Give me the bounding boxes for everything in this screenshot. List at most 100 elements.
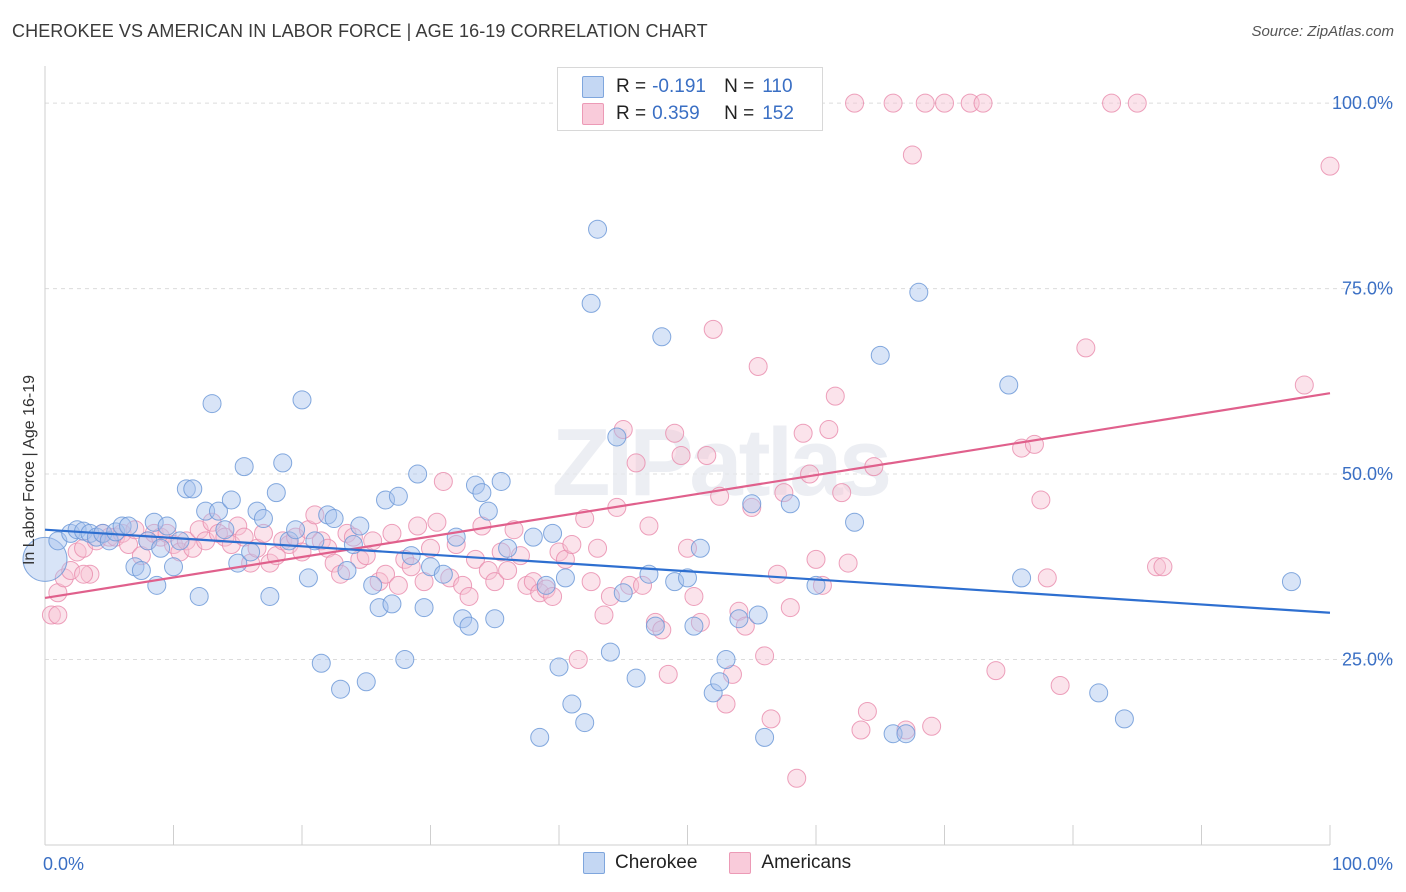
americans-point (74, 564, 94, 584)
cherokee-point (780, 494, 800, 514)
americans-point (1037, 568, 1057, 588)
americans-point (446, 535, 466, 555)
americans-point (1153, 557, 1173, 577)
americans-point (851, 720, 871, 740)
americans-point (568, 650, 588, 670)
americans-point (1031, 490, 1051, 510)
americans-point (401, 557, 421, 577)
americans-point (600, 586, 620, 606)
americans-point (453, 575, 473, 595)
americans-point (395, 549, 415, 569)
americans-point (787, 768, 807, 788)
cherokee-point (144, 512, 164, 532)
americans-point (376, 564, 396, 584)
cherokee-point (331, 679, 351, 699)
cherokee-point (253, 509, 273, 529)
americans-point (421, 538, 440, 558)
cherokee-point (311, 653, 331, 673)
cherokee-point (453, 609, 473, 629)
y-tick-label: 100.0% (1332, 93, 1393, 113)
cherokee-point (356, 672, 376, 692)
n-label: N = (724, 76, 755, 97)
americans-point (973, 93, 993, 113)
cherokee-point (208, 501, 228, 521)
grid-lines (45, 102, 1395, 661)
cherokee-point (131, 560, 151, 580)
cherokee-point (555, 568, 575, 588)
cherokee-point (748, 605, 768, 625)
cherokee-point (896, 724, 916, 744)
source-label: Source: ZipAtlas.com (1251, 23, 1394, 40)
cherokee-point (465, 475, 485, 495)
cherokee-point (221, 490, 241, 510)
n-value-cherokee: 110 (762, 76, 793, 97)
cherokee-trend-line (44, 528, 1331, 614)
cherokee-point (260, 586, 280, 606)
cherokee-point (414, 598, 434, 618)
cherokee-point (1114, 709, 1134, 729)
cherokee-point (176, 479, 196, 499)
cherokee-point (742, 494, 762, 514)
x-tick-label: 0.0% (43, 854, 84, 874)
americans-point (408, 516, 428, 536)
americans-point (774, 483, 794, 503)
americans-point (388, 575, 408, 595)
americans-point (825, 386, 845, 406)
americans-point (41, 605, 61, 625)
cherokee-point (478, 501, 498, 521)
americans-point (915, 93, 935, 113)
americans-point (684, 586, 704, 606)
cherokee-point (549, 657, 569, 677)
americans-point (530, 583, 550, 603)
americans-point (543, 586, 563, 606)
cherokee-point (22, 536, 68, 582)
cherokee-point (575, 713, 595, 733)
cherokee-point (729, 609, 749, 629)
americans-point (80, 564, 100, 584)
americans-point (382, 523, 402, 543)
y-tick-label: 25.0% (1342, 650, 1393, 670)
cherokee-point (151, 538, 171, 558)
americans-point (633, 575, 653, 595)
r-label: R = (616, 76, 647, 97)
americans-point (883, 93, 903, 113)
series-legend: Cherokee Americans (583, 852, 883, 874)
cherokee-point (710, 672, 730, 692)
cherokee-point (909, 282, 929, 302)
cherokee-point (999, 375, 1019, 395)
cherokee-point (1089, 683, 1109, 703)
legend-item-americans: Americans (729, 852, 851, 874)
cherokee-point (485, 609, 505, 629)
americans-point (755, 646, 775, 666)
cherokee-point (613, 583, 633, 603)
cherokee-point (652, 327, 672, 347)
legend-label-cherokee: Cherokee (615, 852, 698, 873)
cherokee-point (530, 727, 550, 747)
americans-point (581, 572, 601, 592)
americans-point (1076, 338, 1096, 358)
americans-point (465, 549, 485, 569)
cherokee-point (1281, 572, 1301, 592)
americans-point (986, 661, 1006, 681)
americans-point (902, 145, 922, 165)
americans-swatch (582, 103, 604, 125)
cherokee-point (408, 464, 428, 484)
cherokee-point (337, 560, 357, 580)
americans-point (1024, 434, 1044, 454)
americans-point (48, 605, 68, 625)
americans-point (671, 446, 691, 465)
americans-point (857, 701, 877, 721)
americans-trend-line (44, 392, 1331, 600)
americans-point (176, 531, 196, 551)
cherokee-point (498, 538, 518, 558)
americans-swatch (729, 852, 752, 874)
americans-point (716, 694, 736, 714)
americans-point (793, 423, 813, 443)
cherokee-point (491, 471, 511, 491)
americans-point (697, 446, 717, 465)
cherokee-point (581, 293, 601, 313)
cherokee-point (215, 520, 235, 540)
cherokee-point (189, 586, 209, 606)
americans-point (67, 542, 87, 562)
legend-item-cherokee: Cherokee (583, 852, 697, 874)
